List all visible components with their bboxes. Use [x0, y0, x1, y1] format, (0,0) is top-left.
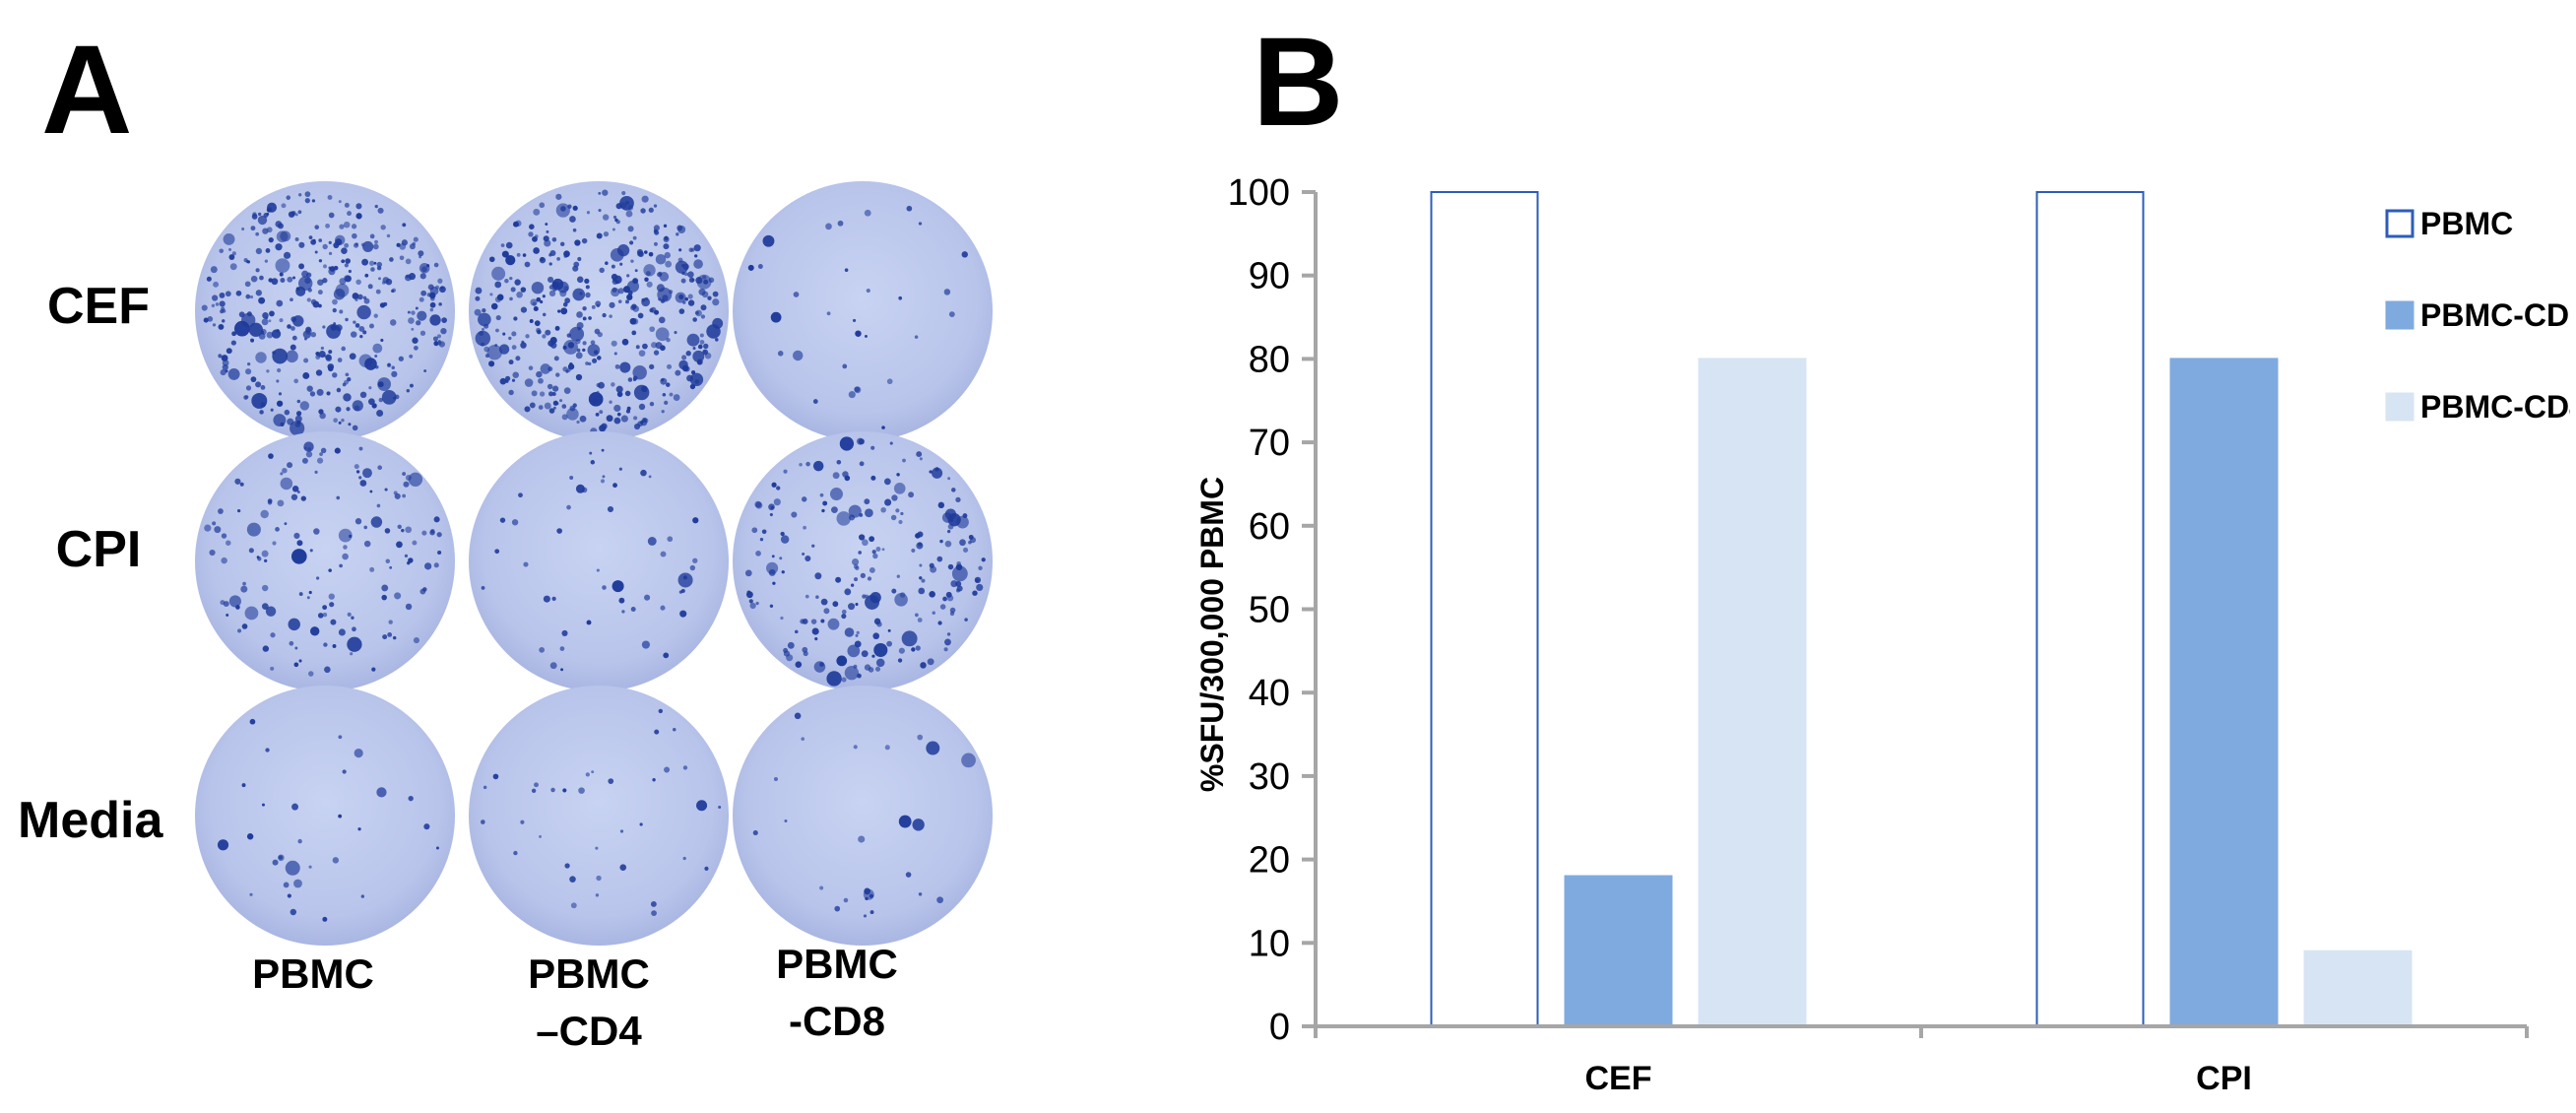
col-label-pbmc-cd8: PBMC -CD8 — [729, 936, 945, 1050]
y-tick-label: 30 — [1249, 756, 1290, 798]
col-label-pbmc: PBMC — [205, 946, 421, 1003]
col-label-line: –CD4 — [536, 1008, 642, 1054]
bar — [2035, 191, 2145, 1027]
legend-entry: PBMC — [2385, 206, 2513, 241]
legend-swatch — [2385, 209, 2415, 238]
legend-entry: PBMC-CD4 — [2385, 389, 2570, 425]
row-label-cpi: CPI — [55, 521, 142, 578]
y-tick-label: 10 — [1249, 923, 1290, 964]
row-label-cef: CEF — [47, 278, 150, 335]
elispot-panel: CEF CPI Media PBMC PBMC –CD4 PBMC -CD8 — [0, 0, 995, 1113]
panel-a-letter: A — [41, 20, 133, 161]
elispot-well — [733, 181, 993, 441]
legend-label: PBMC-CD8 — [2420, 297, 2570, 333]
chart-bars — [1430, 191, 2413, 1028]
elispot-well — [469, 686, 729, 946]
y-tick-label: 20 — [1249, 840, 1290, 882]
y-tick-label: 0 — [1269, 1007, 1290, 1048]
elispot-well — [469, 431, 729, 691]
col-label-pbmc-cd4: PBMC –CD4 — [481, 946, 697, 1060]
legend-swatch — [2385, 392, 2415, 422]
x-tick-label: CEF — [1585, 1060, 1652, 1097]
bar — [2169, 358, 2279, 1027]
elispot-well — [733, 431, 993, 691]
chart-legend: PBMC PBMC-CD8 PBMC-CD4 — [2385, 206, 2570, 425]
elispot-wells — [195, 181, 993, 946]
y-tick-label: 40 — [1249, 673, 1290, 714]
col-label-line: PBMC — [252, 950, 374, 997]
x-tick-label: CPI — [2196, 1060, 2252, 1097]
bar — [1698, 358, 1807, 1027]
bar — [1430, 191, 1539, 1027]
legend-label: PBMC — [2420, 206, 2513, 241]
elispot-well — [195, 181, 455, 441]
y-tick-label: 70 — [1249, 423, 1290, 464]
elispot-well — [733, 686, 993, 946]
y-tick-label: 50 — [1249, 590, 1290, 631]
bar-chart: %SFU/300,000 PBMC CEF CPI 0 10 20 30 40 50 60 70 8… — [1194, 172, 2570, 1097]
chart-axes: CEF CPI 0 10 20 30 40 50 60 70 80 90 100 — [1228, 172, 2529, 1097]
legend-swatch — [2385, 300, 2415, 330]
y-tick-label: 60 — [1249, 506, 1290, 548]
row-label-media: Media — [18, 792, 163, 849]
col-label-line: PBMC — [528, 950, 650, 997]
legend-entry: PBMC-CD8 — [2385, 297, 2570, 333]
y-tick-label: 100 — [1228, 172, 1290, 214]
col-label-line: PBMC — [776, 941, 898, 987]
legend-label: PBMC-CD4 — [2420, 389, 2570, 425]
col-label-line: -CD8 — [788, 998, 885, 1044]
panel-b-letter: B — [1253, 12, 1344, 153]
elispot-well — [195, 431, 455, 691]
bar — [2303, 949, 2413, 1028]
bar — [1564, 875, 1673, 1027]
elispot-well — [469, 181, 729, 441]
y-axis-label: %SFU/300,000 PBMC — [1194, 477, 1230, 792]
elispot-well — [195, 686, 455, 946]
y-tick-label: 90 — [1249, 256, 1290, 297]
y-tick-label: 80 — [1249, 339, 1290, 380]
